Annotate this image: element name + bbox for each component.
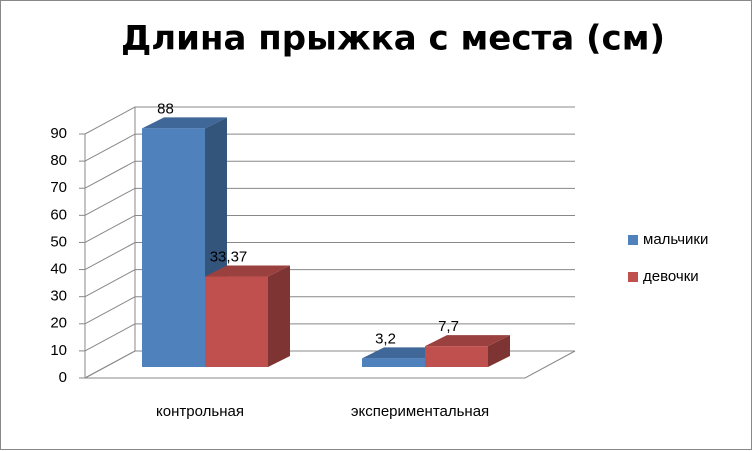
y-tick-label: 30 <box>50 288 67 305</box>
data-label: 7,7 <box>438 318 459 335</box>
data-label: 3,2 <box>375 330 396 347</box>
grid-line <box>84 133 575 162</box>
grid-line <box>84 106 575 135</box>
y-tick-label: 80 <box>50 152 67 169</box>
y-tick-label: 40 <box>50 261 67 278</box>
grid-line <box>84 160 575 189</box>
legend-swatch <box>628 235 638 245</box>
bar-top <box>205 265 290 277</box>
legend-label: мальчики <box>643 231 708 248</box>
data-label: 88 <box>157 100 174 117</box>
bar <box>205 276 268 367</box>
x-tick-label: экспериментальная <box>351 403 489 420</box>
bar-top <box>142 117 227 129</box>
y-tick-label: 10 <box>50 342 67 359</box>
legend-swatch <box>628 272 638 282</box>
grid-line <box>84 214 575 243</box>
bar <box>425 346 488 367</box>
grid-line <box>84 269 575 298</box>
legend-label: девочки <box>643 268 699 285</box>
y-tick-label: 70 <box>50 179 67 196</box>
grid-line <box>84 323 575 352</box>
y-tick-label: 90 <box>50 125 67 142</box>
y-tick-label: 0 <box>59 369 67 386</box>
y-tick-label: 60 <box>50 206 67 223</box>
bar-side <box>488 335 510 367</box>
grid-line <box>84 187 575 216</box>
grid-line <box>84 242 575 270</box>
bar-side <box>268 265 290 367</box>
x-tick-label: контрольная <box>156 403 244 420</box>
grid-line <box>84 296 575 325</box>
data-label: 33,37 <box>210 248 248 265</box>
y-tick-label: 50 <box>50 233 67 250</box>
bar <box>142 128 205 367</box>
bar <box>362 358 425 367</box>
bar-top <box>425 335 510 347</box>
chart-title: Длина прыжка с места (см) <box>121 19 665 59</box>
y-tick-label: 20 <box>50 315 67 332</box>
